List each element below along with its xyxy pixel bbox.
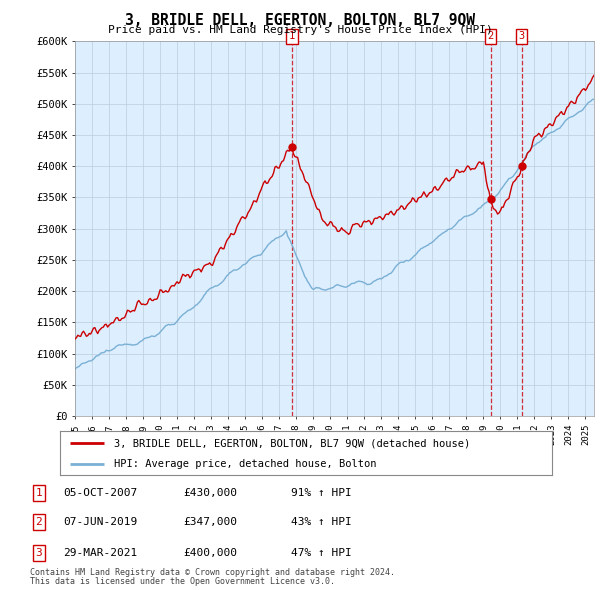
- Text: £400,000: £400,000: [183, 548, 237, 558]
- Text: 43% ↑ HPI: 43% ↑ HPI: [291, 517, 352, 527]
- Text: 47% ↑ HPI: 47% ↑ HPI: [291, 548, 352, 558]
- Text: Contains HM Land Registry data © Crown copyright and database right 2024.: Contains HM Land Registry data © Crown c…: [30, 568, 395, 577]
- Text: 07-JUN-2019: 07-JUN-2019: [63, 517, 137, 527]
- Text: 1: 1: [289, 31, 295, 41]
- Text: 29-MAR-2021: 29-MAR-2021: [63, 548, 137, 558]
- Text: 3: 3: [518, 31, 524, 41]
- Text: 1: 1: [35, 488, 43, 497]
- Text: 2: 2: [35, 517, 43, 527]
- Text: 91% ↑ HPI: 91% ↑ HPI: [291, 488, 352, 497]
- Text: 3, BRIDLE DELL, EGERTON, BOLTON, BL7 9QW (detached house): 3, BRIDLE DELL, EGERTON, BOLTON, BL7 9QW…: [114, 438, 470, 448]
- Text: HPI: Average price, detached house, Bolton: HPI: Average price, detached house, Bolt…: [114, 459, 377, 469]
- Text: 3: 3: [35, 548, 43, 558]
- Text: £347,000: £347,000: [183, 517, 237, 527]
- Text: 2: 2: [488, 31, 494, 41]
- Text: Price paid vs. HM Land Registry's House Price Index (HPI): Price paid vs. HM Land Registry's House …: [107, 25, 493, 35]
- Text: This data is licensed under the Open Government Licence v3.0.: This data is licensed under the Open Gov…: [30, 577, 335, 586]
- Text: £430,000: £430,000: [183, 488, 237, 497]
- Text: 05-OCT-2007: 05-OCT-2007: [63, 488, 137, 497]
- Text: 3, BRIDLE DELL, EGERTON, BOLTON, BL7 9QW: 3, BRIDLE DELL, EGERTON, BOLTON, BL7 9QW: [125, 13, 475, 28]
